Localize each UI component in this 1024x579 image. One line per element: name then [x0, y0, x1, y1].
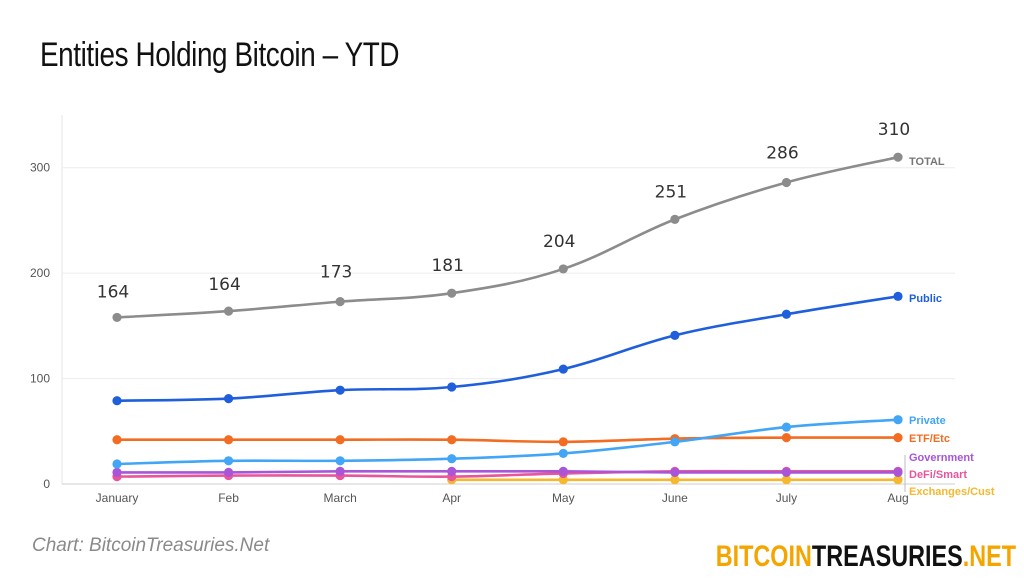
data-point-etf-etc: [893, 433, 903, 443]
data-point-total: [112, 312, 122, 323]
data-point-government: [670, 467, 680, 478]
data-point-private: [447, 454, 457, 464]
data-point-government: [223, 467, 234, 478]
data-point-public: [558, 364, 568, 374]
grid-layer: [61, 115, 955, 485]
brand-logo-part2: TREASURIES: [811, 540, 963, 573]
data-point-government: [893, 467, 903, 478]
series-end-label: Private: [909, 415, 946, 427]
label-layer: 164 164 173 181 204 251 286 310 TOTAL Public Priva…: [97, 120, 995, 498]
data-point-total: [781, 177, 792, 188]
line-layer: [115, 155, 900, 482]
brand-logo-part3: .NET: [962, 540, 1016, 573]
data-point-exchanges-cust: [893, 475, 903, 485]
x-tick-label: Feb: [218, 491, 239, 505]
data-point-public: [335, 385, 345, 395]
x-tick-label: June: [662, 491, 688, 505]
data-label-total: 164: [208, 275, 240, 295]
data-point-private: [558, 448, 568, 459]
brand-logo: BITCOINTREASURIES.NET: [716, 540, 1016, 574]
data-point-government: [781, 467, 792, 478]
x-tick-label: January: [96, 491, 139, 505]
data-point-total: [670, 214, 680, 224]
series-end-label: ETF/Etc: [909, 433, 950, 445]
x-tick-label: July: [776, 491, 797, 505]
data-point-government: [335, 466, 345, 476]
data-point-etf-etc: [223, 435, 234, 445]
data-point-public: [781, 309, 792, 319]
data-point-government: [558, 466, 568, 476]
data-label-total: 173: [320, 263, 352, 283]
series-end-label: DeFi/Smart: [909, 469, 967, 481]
series-end-label: Public: [909, 293, 942, 305]
data-point-private: [335, 456, 345, 466]
data-label-total: 164: [97, 282, 129, 302]
point-layer: [112, 152, 903, 485]
y-tick-label: 200: [30, 266, 50, 280]
y-tick-label: 300: [30, 161, 50, 175]
series-line-government: [115, 469, 900, 474]
series-end-label: Exchanges/Cust: [909, 486, 995, 498]
data-point-etf-etc: [447, 435, 457, 445]
series-line-public: [115, 295, 900, 403]
data-point-government: [112, 467, 122, 478]
data-point-total: [223, 306, 234, 316]
data-label-total: 251: [655, 182, 687, 202]
brand-logo-part1: BITCOIN: [715, 540, 812, 573]
data-label-total: 181: [431, 256, 463, 276]
series-end-label: Government: [909, 452, 974, 464]
x-tick-label: Aug: [887, 491, 908, 505]
data-point-private: [781, 422, 792, 432]
data-point-exchanges-cust: [781, 475, 792, 485]
x-tick-label: March: [323, 491, 356, 505]
data-point-public: [112, 396, 122, 406]
data-point-exchanges-cust: [558, 475, 568, 485]
data-point-government: [447, 466, 457, 476]
data-label-total: 286: [766, 143, 798, 163]
data-point-private: [223, 456, 234, 466]
data-point-private: [112, 459, 122, 469]
data-point-private: [670, 437, 680, 447]
data-point-total: [893, 152, 903, 162]
data-point-total: [335, 297, 345, 307]
data-point-total: [558, 264, 568, 274]
data-label-total: 204: [543, 232, 575, 252]
data-point-public: [670, 330, 680, 340]
axis-layer: 0 100 200 300 January Feb March Apr May June July A…: [30, 161, 909, 505]
data-label-total: 310: [878, 120, 910, 140]
data-point-public: [223, 394, 234, 404]
series-line-total: [115, 155, 900, 319]
y-tick-label: 0: [43, 477, 50, 491]
series-line-etf-etc: [115, 436, 900, 444]
data-point-public: [447, 382, 457, 392]
data-point-etf-etc: [558, 437, 568, 447]
data-point-exchanges-cust: [670, 475, 680, 485]
data-point-public: [893, 291, 903, 301]
chart-title: Entities Holding Bitcoin – YTD: [40, 36, 400, 74]
data-point-etf-etc: [112, 435, 122, 445]
chart-credit: Chart: BitcoinTreasuries.Net: [32, 535, 270, 556]
series-end-label: TOTAL: [909, 156, 945, 168]
data-point-etf-etc: [781, 433, 792, 443]
series-line-private: [115, 418, 900, 466]
y-tick-label: 100: [30, 372, 50, 386]
data-point-private: [893, 415, 903, 425]
data-point-etf-etc: [335, 435, 345, 445]
x-tick-label: May: [552, 491, 575, 505]
data-point-total: [447, 288, 457, 298]
x-tick-label: Apr: [442, 491, 461, 505]
